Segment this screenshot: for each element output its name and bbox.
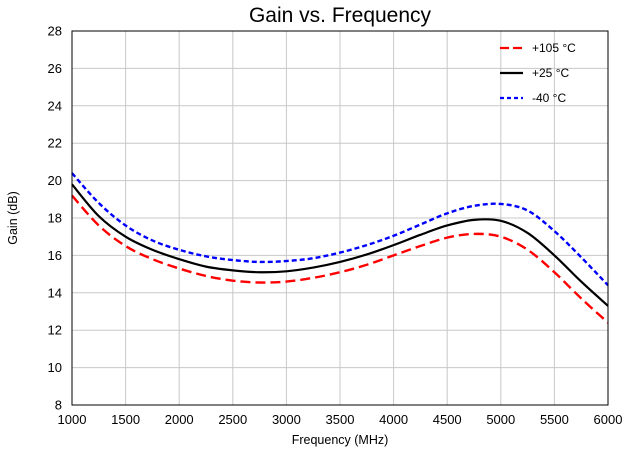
y-tick-label: 8 (55, 398, 62, 413)
legend-label: -40 °C (532, 91, 566, 105)
y-tick-label: 22 (48, 136, 62, 151)
y-tick-label: 28 (48, 24, 62, 39)
series-line-1 (71, 183, 609, 307)
legend-label: +25 °C (532, 66, 569, 80)
x-tick-label: 2500 (218, 412, 247, 427)
y-tick-label: 12 (48, 323, 62, 338)
x-tick-labels: 1000 1500 2000 2500 3000 3500 4000 4500 5000 5500… (58, 412, 623, 427)
plot-frame (71, 30, 609, 406)
y-tick-labels: 8 10 12 14 16 18 20 22 24 26 28 (48, 24, 62, 413)
y-tick-label: 20 (48, 173, 62, 188)
y-tick-label: 18 (48, 211, 62, 226)
x-tick-label: 3500 (326, 412, 355, 427)
chart-title: Gain vs. Frequency (249, 4, 432, 27)
y-tick-label: 24 (48, 98, 62, 113)
series-line-0 (71, 194, 609, 324)
x-tick-label: 6000 (594, 412, 623, 427)
y-tick-label: 26 (48, 61, 62, 76)
x-tick-label: 3000 (272, 412, 301, 427)
y-tick-label: 14 (48, 285, 62, 300)
legend-label: +105 °C (532, 41, 576, 55)
y-tick-label: 10 (48, 360, 62, 375)
series-lines (71, 172, 609, 324)
x-axis-label: Frequency (MHz) (292, 433, 389, 447)
x-tick-label: 5500 (540, 412, 569, 427)
series-line-2 (71, 172, 609, 287)
y-axis-label: Gain (dB) (6, 191, 20, 245)
x-tick-label: 1000 (58, 412, 87, 427)
legend: +105 °C +25 °C -40 °C (500, 41, 576, 105)
x-tick-label: 4500 (433, 412, 462, 427)
x-tick-label: 4000 (379, 412, 408, 427)
grid (71, 30, 609, 406)
x-tick-label: 5000 (486, 412, 515, 427)
y-tick-label: 16 (48, 248, 62, 263)
x-tick-label: 1500 (111, 412, 140, 427)
x-tick-label: 2000 (165, 412, 194, 427)
